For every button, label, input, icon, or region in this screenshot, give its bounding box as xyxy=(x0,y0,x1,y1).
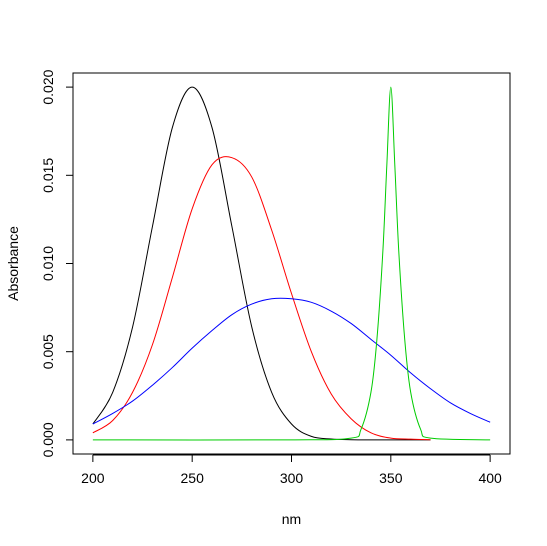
plot-lines xyxy=(92,86,491,441)
y-axis-title: Absorbance xyxy=(5,226,21,301)
x-tick-label: 350 xyxy=(379,470,403,486)
y-tick-label: 0.000 xyxy=(40,422,56,457)
x-tick-label: 250 xyxy=(181,470,205,486)
y-tick-label: 0.020 xyxy=(40,69,56,104)
y-tick-label: 0.015 xyxy=(40,158,56,193)
y-axis: 0.000 0.005 0.010 0.015 0.020 xyxy=(40,69,74,457)
x-axis: 200 250 300 350 400 xyxy=(81,454,502,486)
x-tick-label: 400 xyxy=(478,470,502,486)
series-line-4 xyxy=(92,86,491,441)
x-tick-label: 200 xyxy=(81,470,105,486)
series-line-2 xyxy=(92,156,431,441)
y-tick-label: 0.005 xyxy=(40,334,56,369)
x-tick-label: 300 xyxy=(280,470,304,486)
series-line-3 xyxy=(92,297,491,425)
series-line-1 xyxy=(92,86,431,441)
x-axis-title: nm xyxy=(282,511,301,527)
y-tick-label: 0.010 xyxy=(40,246,56,281)
